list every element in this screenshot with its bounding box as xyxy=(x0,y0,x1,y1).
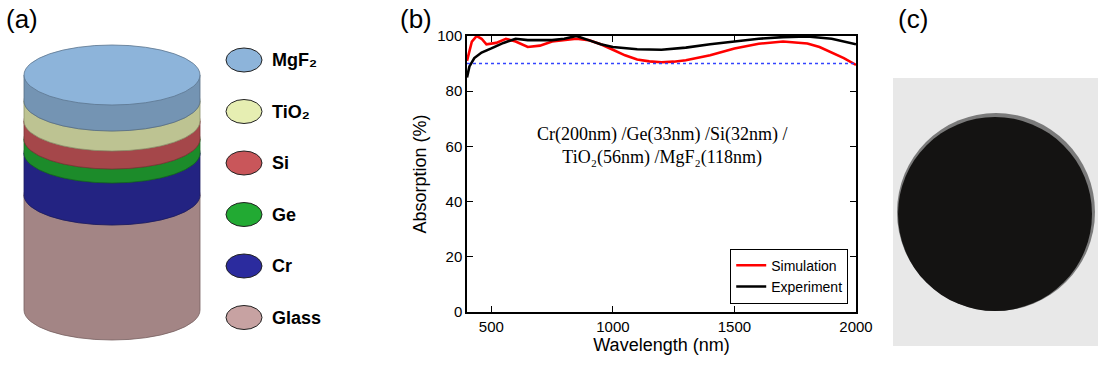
svg-text:20: 20 xyxy=(446,248,463,265)
svg-text:60: 60 xyxy=(446,138,463,155)
svg-text:TiO₂: TiO₂ xyxy=(272,102,310,122)
svg-text:Glass: Glass xyxy=(272,308,321,328)
svg-text:Wavelength (nm): Wavelength (nm) xyxy=(593,335,729,355)
svg-text:Ge: Ge xyxy=(272,205,296,225)
svg-text:2000: 2000 xyxy=(839,318,872,335)
svg-text:40: 40 xyxy=(446,193,463,210)
svg-text:1500: 1500 xyxy=(718,318,751,335)
svg-text:Absorption (%): Absorption (%) xyxy=(410,114,430,233)
svg-text:500: 500 xyxy=(479,318,504,335)
svg-text:Si: Si xyxy=(272,153,289,173)
svg-text:Cr(200nm) /Ge(33nm) /Si(32nm): Cr(200nm) /Ge(33nm) /Si(32nm) /TiO₂(56nm… xyxy=(537,124,787,168)
html-text:(c): (c) xyxy=(898,4,929,34)
html-text:(b): (b) xyxy=(400,4,432,34)
svg-text:80: 80 xyxy=(446,82,463,99)
svg-text:1000: 1000 xyxy=(596,318,629,335)
svg-text:100: 100 xyxy=(437,27,462,44)
svg-text:Experiment: Experiment xyxy=(771,279,842,295)
html-text:(a): (a) xyxy=(6,4,38,34)
svg-text:Simulation: Simulation xyxy=(771,258,836,274)
svg-text:Cr: Cr xyxy=(272,256,292,276)
svg-text:MgF₂: MgF₂ xyxy=(272,50,317,70)
svg-text:0: 0 xyxy=(454,303,462,320)
